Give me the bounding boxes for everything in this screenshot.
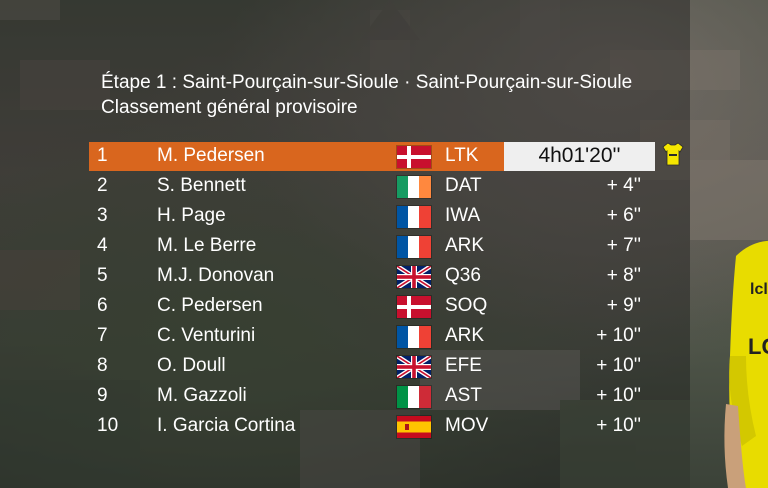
france-flag-icon xyxy=(396,205,432,229)
rider-position: 10 xyxy=(97,415,119,436)
ireland-flag-icon xyxy=(396,175,432,199)
france-flag-icon xyxy=(396,325,432,349)
standings-row: 6 C. Pedersen SOQ + 9'' xyxy=(89,292,689,320)
team-code: ARK xyxy=(445,325,485,346)
team-code: IWA xyxy=(445,205,481,226)
time-gap: + 4'' xyxy=(606,175,641,196)
time-gap: + 8'' xyxy=(606,265,641,286)
rider-name: S. Bennett xyxy=(157,175,246,196)
rider-position: 7 xyxy=(97,325,108,346)
rider-name: H. Page xyxy=(157,205,226,226)
team-code: ARK xyxy=(445,235,485,256)
rider-position: 3 xyxy=(97,205,108,226)
standings-row: 5 M.J. Donovan Q36 + 8'' xyxy=(89,262,689,290)
rider-position: 2 xyxy=(97,175,108,196)
rider-name: C. Venturini xyxy=(157,325,256,346)
stage-header: Étape 1 : Saint-Pourçain-sur-Sioule · Sa… xyxy=(101,70,632,120)
rider-position: 1 xyxy=(97,145,108,166)
team-code: DAT xyxy=(445,175,482,196)
standings-row: 8 O. Doull EFE + 10'' xyxy=(89,352,689,380)
time-gap: + 10'' xyxy=(596,415,641,436)
team-code: MOV xyxy=(445,415,489,436)
rider-position: 5 xyxy=(97,265,108,286)
standings-row: 1 M. Pedersen LTK 4h01'20'' xyxy=(89,142,655,171)
overlay-shade xyxy=(0,0,690,488)
stage-line: Étape 1 : Saint-Pourçain-sur-Sioule · Sa… xyxy=(101,72,633,93)
team-code: AST xyxy=(445,385,482,406)
italy-flag-icon xyxy=(396,385,432,409)
time-gap: + 10'' xyxy=(596,325,641,346)
team-code: Q36 xyxy=(445,265,481,286)
rider-position: 8 xyxy=(97,355,108,376)
france-flag-icon xyxy=(396,235,432,259)
rider-name: I. Garcia Cortina xyxy=(157,415,296,436)
yellow-jersey-icon xyxy=(662,142,684,166)
denmark-flag-icon xyxy=(396,145,432,169)
rider-name: M. Gazzoli xyxy=(157,385,247,406)
svg-text:LC: LC xyxy=(748,334,768,359)
denmark-flag-icon xyxy=(396,295,432,319)
standings-row: 3 H. Page IWA + 6'' xyxy=(89,202,689,230)
time-gap: + 6'' xyxy=(606,205,641,226)
standings-row: 2 S. Bennett DAT + 4'' xyxy=(89,172,689,200)
team-code: SOQ xyxy=(445,295,488,316)
team-code: LTK xyxy=(445,145,479,166)
united-kingdom-flag-icon xyxy=(396,265,432,289)
rider-name: C. Pedersen xyxy=(157,295,263,316)
time-gap: + 7'' xyxy=(606,235,641,256)
standings-row: 7 C. Venturini ARK + 10'' xyxy=(89,322,689,350)
team-code: EFE xyxy=(445,355,482,376)
rider-name: M.J. Donovan xyxy=(157,265,275,286)
standings-row: 9 M. Gazzoli AST + 10'' xyxy=(89,382,689,410)
time-gap: + 9'' xyxy=(606,295,641,316)
rider-position: 9 xyxy=(97,385,108,406)
rider-position: 4 xyxy=(97,235,108,256)
rider-yellow-jersey-image: lcl LC xyxy=(724,240,768,488)
united-kingdom-flag-icon xyxy=(396,355,432,379)
svg-text:lcl: lcl xyxy=(750,281,768,298)
standings-row: 10 I. Garcia Cortina MOV + 10'' xyxy=(89,412,689,440)
rider-name: M. Le Berre xyxy=(157,235,257,256)
leader-time: 4h01'20'' xyxy=(504,142,655,171)
standings-row: 4 M. Le Berre ARK + 7'' xyxy=(89,232,689,260)
time-gap: + 10'' xyxy=(596,385,641,406)
rider-name: M. Pedersen xyxy=(157,145,265,166)
rider-name: O. Doull xyxy=(157,355,226,376)
spain-flag-icon xyxy=(396,415,432,439)
classification-subtitle: Classement général provisoire xyxy=(101,97,358,118)
time-gap: + 10'' xyxy=(596,355,641,376)
rider-position: 6 xyxy=(97,295,108,316)
